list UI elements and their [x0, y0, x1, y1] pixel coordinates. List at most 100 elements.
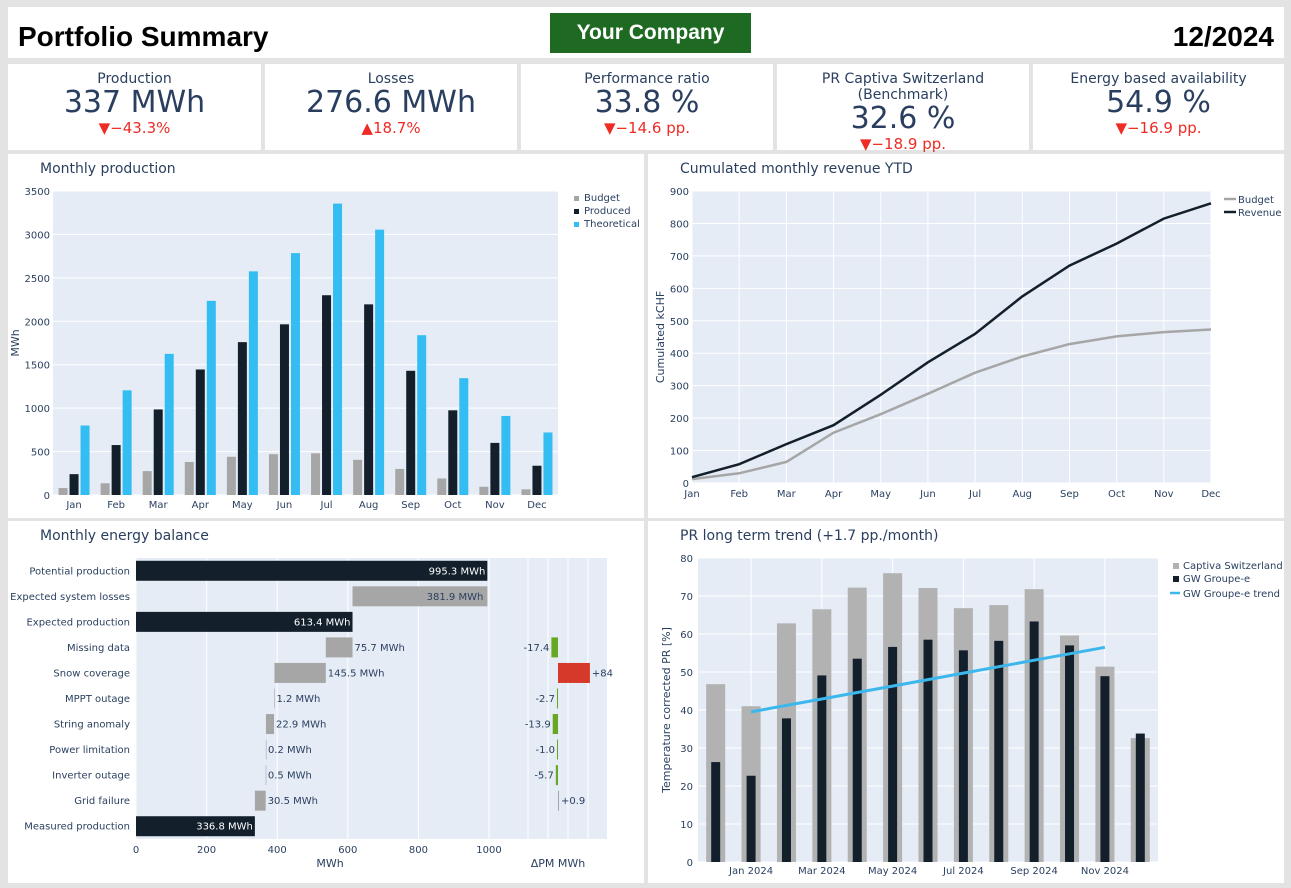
- delta-bar: [557, 739, 558, 760]
- bar-gw-groupe-e: [923, 639, 933, 862]
- x-tick-label: Nov: [485, 500, 505, 511]
- bar-budget: [58, 488, 68, 495]
- y-tick-label: 0: [687, 858, 693, 869]
- bar-produced: [322, 295, 332, 495]
- bar-theoretical: [417, 335, 427, 495]
- row-label: MPPT outage: [65, 694, 130, 705]
- y-tick-label: 800: [670, 219, 689, 230]
- row-label: Expected system losses: [10, 592, 130, 603]
- x-tick-label: Apr: [825, 489, 843, 500]
- delta-label: -13.9: [525, 720, 551, 731]
- monthly-production-chart: Monthly production 0 500 1000 1500 2000 2500 30…: [9, 161, 640, 511]
- y-tick-label: 20: [680, 782, 693, 793]
- bar-gw-groupe-e: [711, 762, 721, 862]
- x-tick-label: 1000: [476, 845, 501, 856]
- x-tick-label: Mar: [777, 489, 797, 500]
- monthly-production-panel: Monthly production 0 500 1000 1500 2000 2500 30…: [8, 154, 644, 518]
- waterfall-bar: [254, 790, 266, 811]
- delta-bar: [556, 688, 558, 709]
- kpi-delta: ▼−14.6 pp.: [603, 119, 691, 137]
- x-tick-label: Jan 2024: [728, 866, 773, 877]
- line-budget: [691, 328, 1212, 481]
- x-tick-label: May: [232, 500, 253, 511]
- x-tick-label: Nov 2024: [1081, 866, 1129, 877]
- y-tick-label: 30: [680, 744, 693, 755]
- bar-value-label: 995.3 MWh: [429, 566, 486, 577]
- bar-value-label: 613.4 MWh: [294, 617, 351, 628]
- x-tick-label: Mar: [149, 500, 169, 511]
- x-tick-label: 200: [197, 845, 216, 856]
- bar-value-label: 30.5 MWh: [268, 796, 318, 807]
- legend-label: Budget: [1238, 195, 1274, 206]
- y-tick-label: 60: [680, 630, 693, 641]
- y-tick-label: 80: [680, 554, 693, 565]
- y-tick-label: 10: [680, 820, 693, 831]
- bar-gw-groupe-e: [1065, 645, 1075, 862]
- y-axis-title: Temperature corrected PR [%]: [660, 627, 673, 794]
- x-tick-label: Sep: [1060, 489, 1079, 500]
- kpi-card-availability: Energy based availability 54.9 % ▼−16.9 …: [1033, 64, 1284, 150]
- kpi-title: Energy based availability: [1070, 71, 1247, 87]
- bar-gw-groupe-e: [817, 675, 827, 862]
- legend-label: Captiva Switzerland: [1183, 561, 1283, 572]
- row-label: String anomaly: [54, 720, 130, 731]
- x-tick-label: Dec: [527, 500, 546, 511]
- chart-title: Cumulated monthly revenue YTD: [680, 161, 913, 177]
- bar-produced: [364, 304, 374, 495]
- waterfall-bar: [265, 739, 267, 760]
- delta-bar: [551, 637, 558, 658]
- y-tick-label: 1500: [25, 361, 50, 372]
- legend-label: Theoretical: [583, 219, 640, 230]
- x-tick-label: Jan: [683, 489, 699, 500]
- kpi-value: 337 MWh: [63, 85, 206, 120]
- bar-theoretical: [543, 432, 553, 495]
- kpi-delta: ▼−18.9 pp.: [859, 135, 947, 153]
- row-label: Power limitation: [49, 745, 130, 756]
- y-tick-label: 900: [670, 187, 689, 198]
- y-tick-label: 400: [670, 349, 689, 360]
- y-tick-label: 200: [670, 414, 689, 425]
- legend-label: GW Groupe-e trend: [1183, 589, 1280, 600]
- x-tick-label: Apr: [192, 500, 210, 511]
- delta-label: -2.7: [535, 694, 555, 705]
- bar-produced: [153, 409, 163, 495]
- bar-budget: [479, 486, 489, 495]
- bar-produced: [532, 465, 542, 495]
- delta-bar: [552, 714, 558, 735]
- x-tick-label: Mar 2024: [798, 866, 846, 877]
- bar-budget: [353, 459, 363, 495]
- kpi-delta: ▼−43.3%: [98, 119, 171, 137]
- chart-title: Monthly energy balance: [40, 528, 209, 544]
- bar-value-label: 145.5 MWh: [328, 668, 385, 679]
- report-period: 12/2024: [1172, 21, 1274, 52]
- waterfall-bar: [274, 662, 326, 683]
- bar-theoretical: [80, 425, 90, 495]
- bar-theoretical: [333, 203, 343, 495]
- delta-label: -1.0: [535, 745, 555, 756]
- legend-label: Produced: [584, 206, 631, 217]
- bar-budget: [100, 483, 110, 495]
- kpi-value: 276.6 MWh: [306, 85, 476, 120]
- row-label: Missing data: [67, 643, 130, 654]
- bar-budget: [437, 478, 447, 495]
- line-revenue: [691, 202, 1212, 479]
- waterfall-bar: [265, 765, 267, 786]
- bar-value-label: 0.5 MWh: [268, 771, 312, 782]
- cumulated-revenue-panel: Cumulated monthly revenue YTD 0 100 200 300 4…: [648, 154, 1284, 518]
- bar-gw-groupe-e: [781, 718, 791, 862]
- x-tick-label: Aug: [359, 500, 379, 511]
- bar-theoretical: [122, 390, 132, 495]
- bar-value-label: 1.2 MWh: [276, 694, 320, 705]
- bar-budget: [142, 471, 152, 495]
- legend-swatch: [574, 196, 579, 201]
- bar-value-label: 381.9 MWh: [427, 592, 484, 603]
- x-tick-label: Jan: [65, 500, 81, 511]
- bar-value-label: 336.8 MWh: [196, 822, 253, 833]
- company-logo: Your Company: [550, 13, 751, 53]
- bar-produced: [448, 410, 458, 495]
- header-bar: Portfolio Summary Your Company 12/2024: [8, 7, 1284, 58]
- bar-produced: [111, 445, 121, 495]
- kpi-value: 33.8 %: [594, 85, 700, 120]
- y-axis-title: Cumulated kCHF: [654, 291, 667, 383]
- pr-trend-panel: PR long term trend (+1.7 pp./month) 0 10 20…: [648, 521, 1284, 883]
